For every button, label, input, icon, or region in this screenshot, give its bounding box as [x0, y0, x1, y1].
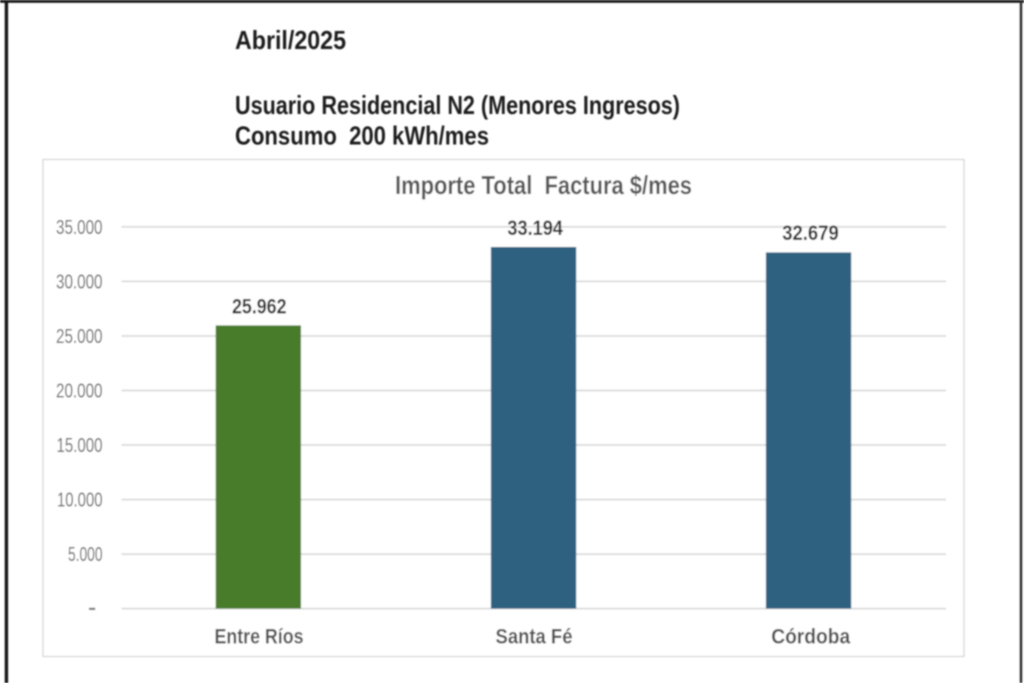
- svg-text:Usuario Residencial N2 (Menore: Usuario Residencial N2 (Menores Ingresos…: [235, 90, 680, 120]
- svg-text:20.000: 20.000: [56, 380, 103, 403]
- svg-text:15.000: 15.000: [57, 434, 103, 457]
- svg-text:Abril/2025: Abril/2025: [235, 25, 346, 55]
- svg-text:25.962: 25.962: [232, 295, 287, 319]
- svg-text:35.000: 35.000: [56, 216, 103, 239]
- svg-text:Córdoba: Córdoba: [771, 625, 851, 649]
- svg-text:Consumo 200 kWh/mes: Consumo 200 kWh/mes: [235, 121, 489, 151]
- svg-text:10.000: 10.000: [57, 489, 103, 512]
- svg-text:30.000: 30.000: [56, 270, 103, 293]
- svg-text:33.194: 33.194: [507, 216, 563, 240]
- svg-text:5.000: 5.000: [68, 543, 103, 566]
- svg-text:Santa Fé: Santa Fé: [496, 625, 573, 649]
- svg-text:32.679: 32.679: [782, 221, 838, 245]
- svg-text:Entre Ríos: Entre Ríos: [215, 625, 304, 649]
- svg-text:25.000: 25.000: [56, 325, 103, 348]
- svg-text:Importe Total Factura $/mes: Importe Total Factura $/mes: [395, 170, 692, 200]
